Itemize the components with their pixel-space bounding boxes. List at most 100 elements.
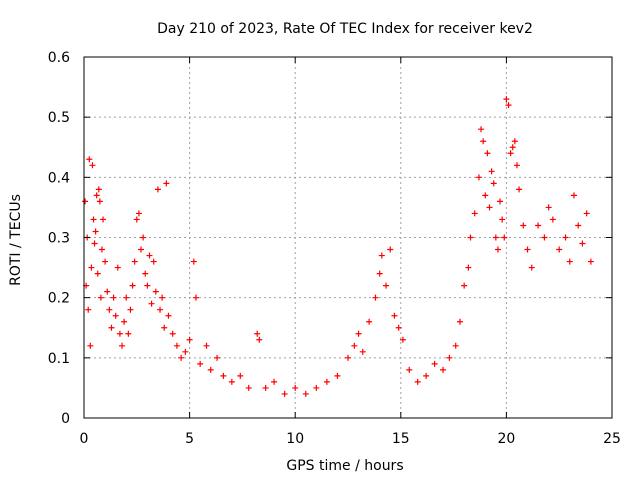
- data-point: [452, 342, 459, 349]
- data-point: [95, 186, 102, 193]
- data-point: [254, 330, 261, 337]
- data-point: [292, 384, 299, 391]
- data-point: [98, 246, 105, 253]
- data-point: [123, 294, 130, 301]
- data-point: [89, 162, 96, 169]
- data-point: [125, 330, 132, 337]
- data-point: [100, 216, 107, 223]
- data-point: [372, 294, 379, 301]
- y-tick-label: 0.2: [48, 291, 70, 307]
- data-point: [228, 378, 235, 385]
- data-point: [129, 282, 136, 289]
- data-point: [197, 360, 204, 367]
- data-point: [465, 264, 472, 271]
- data-point: [535, 222, 542, 229]
- data-point: [501, 234, 508, 241]
- x-axis-label: GPS time / hours: [286, 458, 403, 474]
- data-point: [334, 372, 341, 379]
- data-point: [302, 390, 309, 397]
- data-point: [376, 270, 383, 277]
- data-point: [467, 234, 474, 241]
- data-point: [104, 288, 111, 295]
- data-point: [245, 384, 252, 391]
- data-point: [503, 96, 510, 103]
- data-point: [541, 234, 548, 241]
- data-point: [192, 294, 199, 301]
- data-point: [511, 138, 518, 145]
- data-point: [486, 204, 493, 211]
- y-tick-label: 0.3: [48, 231, 70, 247]
- points: [82, 96, 594, 397]
- data-point: [138, 246, 145, 253]
- data-point: [148, 300, 155, 307]
- data-point: [366, 318, 373, 325]
- data-point: [85, 306, 92, 313]
- data-point: [482, 192, 489, 199]
- data-point: [144, 282, 151, 289]
- data-point: [214, 354, 221, 361]
- data-point: [93, 192, 100, 199]
- data-point: [480, 138, 487, 145]
- data-point: [157, 306, 164, 313]
- data-point: [127, 306, 134, 313]
- data-point: [509, 144, 516, 151]
- data-point: [182, 348, 189, 355]
- data-point: [587, 258, 594, 265]
- data-point: [112, 312, 119, 319]
- data-point: [96, 198, 103, 205]
- x-tick-label: 15: [392, 431, 410, 447]
- data-point: [575, 222, 582, 229]
- data-point: [505, 102, 512, 109]
- x-tick-label: 25: [603, 431, 621, 447]
- data-point: [207, 366, 214, 373]
- data-point: [524, 246, 531, 253]
- data-point: [499, 216, 506, 223]
- data-point: [484, 150, 491, 157]
- chart-title: Day 210 of 2023, Rate Of TEC Index for r…: [157, 21, 533, 37]
- data-point: [119, 342, 126, 349]
- data-point: [106, 306, 113, 313]
- data-point: [513, 162, 520, 169]
- y-tick-label: 0.6: [48, 50, 70, 66]
- data-point: [461, 282, 468, 289]
- data-point: [150, 258, 157, 265]
- data-point: [323, 378, 330, 385]
- data-point: [91, 240, 98, 247]
- data-point: [570, 192, 577, 199]
- x-tick-label: 0: [80, 431, 89, 447]
- data-point: [97, 294, 104, 301]
- data-point: [359, 348, 366, 355]
- x-tick-label: 10: [286, 431, 304, 447]
- data-point: [520, 222, 527, 229]
- data-point: [271, 378, 278, 385]
- data-point: [490, 180, 497, 187]
- data-point: [423, 372, 430, 379]
- y-tick-label: 0.4: [48, 170, 70, 186]
- data-point: [281, 390, 288, 397]
- data-point: [133, 216, 140, 223]
- y-tick-label: 0.5: [48, 110, 70, 126]
- data-point: [116, 330, 123, 337]
- data-point: [583, 210, 590, 217]
- data-point: [406, 366, 413, 373]
- data-point: [488, 168, 495, 175]
- data-point: [431, 360, 438, 367]
- data-point: [395, 324, 402, 331]
- data-point: [387, 246, 394, 253]
- x-ticks: 0 5 10 15 20 25: [80, 57, 621, 447]
- data-point: [178, 354, 185, 361]
- data-point: [163, 180, 170, 187]
- data-point: [159, 294, 166, 301]
- data-point: [114, 264, 121, 271]
- y-axis-label: ROTI / TECUs: [8, 194, 24, 286]
- data-point: [121, 318, 128, 325]
- data-point: [471, 210, 478, 217]
- data-point: [142, 270, 149, 277]
- data-point: [478, 126, 485, 133]
- data-point: [383, 282, 390, 289]
- data-point: [165, 312, 172, 319]
- data-point: [475, 174, 482, 181]
- data-point: [556, 246, 563, 253]
- data-point: [173, 342, 180, 349]
